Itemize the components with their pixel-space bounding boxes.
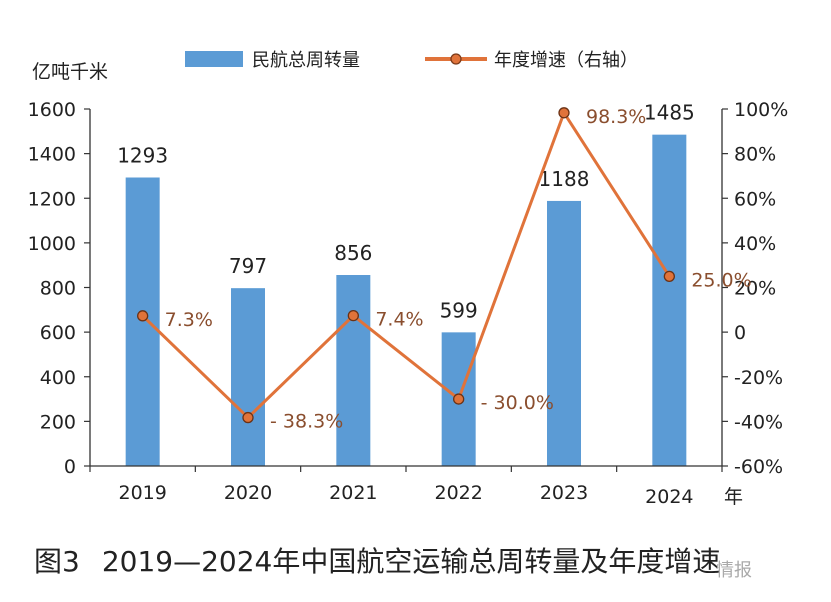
right-y-axis: -60% -40% -20% 0 20% 40% 60% 80% 100% (721, 99, 788, 478)
right-tick-label: -20% (734, 367, 783, 389)
bar-series: 1293 797 856 599 1188 1485 (117, 101, 695, 467)
growth-value-label: - 38.3% (270, 411, 343, 433)
bar-value-label: 856 (334, 241, 372, 265)
right-tick-label: 60% (734, 188, 776, 210)
legend-bar-label: 民航总周转量 (252, 50, 360, 71)
right-tick-label: 40% (734, 233, 776, 255)
bar-value-label: 1188 (539, 167, 590, 191)
x-tick-label: 2021 (329, 482, 377, 504)
watermark: 情报 (716, 560, 752, 581)
line-series: 7.3% - 38.3% 7.4% - 30.0% 98.3% 25.0% (137, 106, 752, 433)
left-tick-label: 200 (40, 411, 76, 433)
left-tick-label: 1000 (28, 233, 76, 255)
growth-line (141, 109, 671, 420)
growth-point-2024 (663, 270, 675, 282)
x-tick-label: 2019 (118, 482, 166, 504)
x-axis-unit-label: 年 (724, 486, 743, 508)
left-tick-label: 0 (64, 456, 76, 478)
legend-bar-swatch (185, 51, 243, 67)
left-tick-label: 800 (40, 278, 76, 300)
right-tick-label: 20% (734, 278, 776, 300)
figure-caption-text: 2019—2024年中国航空运输总周转量及年度增速 (101, 545, 721, 578)
left-y-axis: 0 200 400 600 800 1000 1200 1400 1600 (28, 99, 91, 478)
bar-2019 (125, 177, 160, 466)
x-tick-label: 2020 (224, 482, 272, 504)
bar-value-label: 1293 (117, 143, 168, 167)
figure-caption: 图3 2019—2024年中国航空运输总周转量及年度增速 (34, 540, 720, 580)
x-tick-label: 2023 (540, 482, 588, 504)
bar-2024 (652, 134, 687, 467)
right-tick-label: 80% (734, 144, 776, 166)
bar-2023 (547, 200, 581, 467)
x-tick-label: 2022 (434, 482, 482, 504)
legend: 民航总周转量 年度增速（右轴） (185, 50, 638, 71)
figure-number: 图3 (34, 545, 80, 578)
x-tick-label: 2024 (645, 486, 693, 508)
bar-2021 (336, 275, 371, 466)
left-tick-label: 400 (40, 367, 76, 389)
right-tick-label: 0 (734, 322, 746, 344)
growth-point-2020 (242, 411, 254, 424)
x-axis: 2019 2020 2021 2022 2023 2024 年 (89, 465, 743, 508)
legend-line-label: 年度增速（右轴） (494, 50, 638, 71)
growth-value-label: 25.0% (691, 269, 751, 291)
growth-point-2021 (347, 309, 359, 322)
bar-value-label: 599 (440, 298, 478, 322)
right-tick-label: -60% (734, 456, 783, 478)
left-tick-label: 1600 (28, 99, 76, 121)
left-tick-label: 1400 (28, 144, 76, 166)
bar-2020 (231, 288, 265, 466)
growth-point-2023 (558, 107, 570, 119)
bar-value-label: 1485 (644, 101, 695, 125)
left-tick-label: 1200 (28, 188, 76, 210)
y-axis-unit-label: 亿吨千米 (32, 61, 108, 83)
growth-value-label: 7.4% (375, 309, 423, 331)
right-tick-label: -40% (734, 411, 783, 433)
growth-value-label: - 30.0% (481, 392, 554, 414)
right-tick-label: 100% (734, 99, 788, 121)
growth-value-label: 7.3% (165, 309, 213, 331)
left-tick-label: 600 (40, 322, 76, 344)
legend-line-marker (450, 53, 462, 65)
growth-point-2022 (453, 393, 465, 405)
bar-value-label: 797 (229, 254, 267, 278)
growth-value-label: 98.3% (586, 106, 646, 128)
growth-point-2019 (137, 310, 149, 322)
